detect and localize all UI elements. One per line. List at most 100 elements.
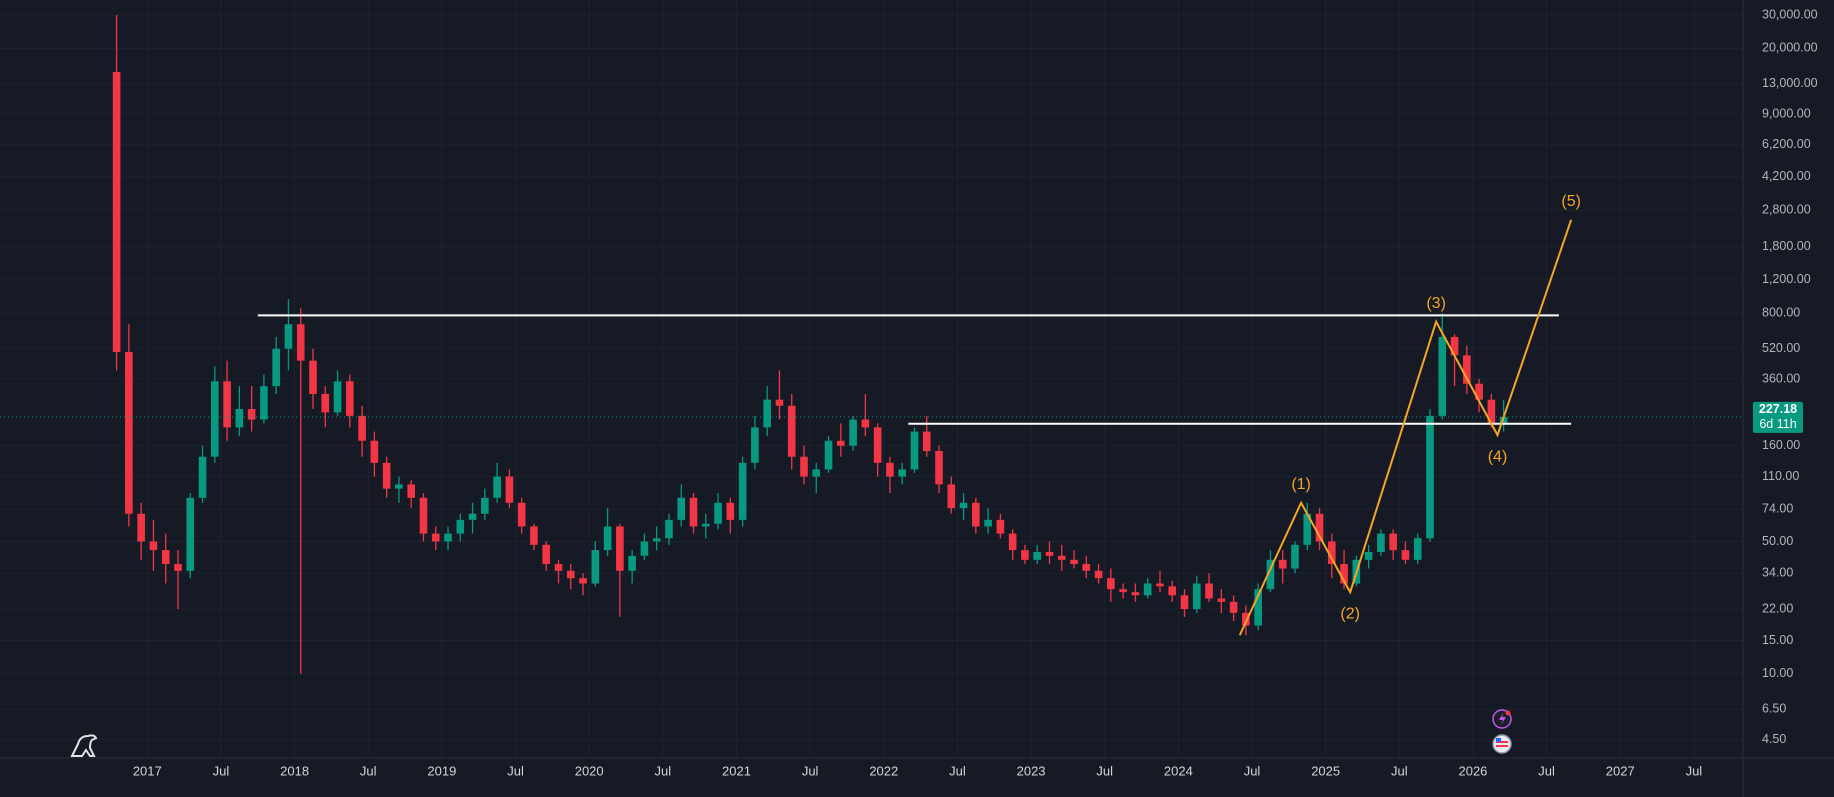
- candle-body: [972, 502, 980, 527]
- candle-body: [1327, 541, 1336, 565]
- candle-body: [174, 564, 182, 571]
- candle-body: [530, 526, 538, 545]
- candle-body: [321, 394, 330, 413]
- candle-body: [837, 440, 845, 446]
- logo-icon: [70, 734, 98, 757]
- candle-body: [554, 564, 563, 571]
- y-tick-label: 22.00: [1762, 601, 1793, 615]
- candle-body: [1266, 559, 1275, 590]
- y-tick-label: 360.00: [1762, 371, 1800, 385]
- candle-body: [223, 381, 231, 428]
- x-tick-label: Jul: [1538, 763, 1555, 778]
- x-tick-label: 2024: [1164, 763, 1193, 778]
- candle-body: [493, 476, 501, 498]
- candle-body: [456, 519, 465, 534]
- event-icons: [1492, 709, 1512, 754]
- candle-body: [1450, 336, 1459, 356]
- candles: [0, 15, 1743, 674]
- candle-body: [935, 451, 943, 485]
- x-tick-label: 2018: [280, 763, 309, 778]
- candle-body: [505, 476, 514, 503]
- x-tick-label: Jul: [1244, 763, 1261, 778]
- candle-body: [431, 533, 440, 542]
- candle-body: [628, 555, 636, 571]
- candle-body: [1389, 533, 1397, 551]
- y-tick-label: 160.00: [1762, 438, 1800, 452]
- candle-body: [714, 502, 722, 524]
- y-tick-label: 6,200.00: [1762, 137, 1811, 151]
- candle-body: [370, 440, 379, 463]
- x-tick-label: 2027: [1606, 763, 1635, 778]
- candle-body: [1340, 564, 1348, 584]
- x-tick-label: Jul: [949, 763, 966, 778]
- last-price-label: 227.18: [1759, 402, 1797, 416]
- event-icon[interactable]: [1492, 734, 1512, 754]
- y-tick-label: 4,200.00: [1762, 169, 1811, 183]
- candle-body: [959, 502, 968, 509]
- x-tick-label: 2025: [1311, 763, 1340, 778]
- candle-body: [984, 519, 992, 527]
- candle-body: [444, 533, 452, 542]
- candle-body: [247, 409, 256, 420]
- candle-body: [542, 544, 551, 565]
- wave-line: [1238, 219, 1573, 636]
- candle-body: [1217, 598, 1226, 602]
- candle-body: [1364, 551, 1373, 560]
- candle-body: [112, 72, 121, 352]
- candle-body: [996, 519, 1005, 534]
- candle-body: [1413, 538, 1422, 560]
- candle-body: [726, 502, 735, 520]
- candle-body: [1131, 592, 1140, 596]
- candle-body: [1438, 336, 1447, 416]
- last-price-box: [1753, 401, 1803, 433]
- candle-body: [149, 541, 158, 551]
- candle-body: [1291, 544, 1299, 569]
- y-tick-label: 30,000.00: [1762, 7, 1818, 21]
- candle-body: [1426, 415, 1434, 539]
- candle-body: [603, 526, 612, 551]
- candle-body: [186, 497, 195, 571]
- candle-body: [1487, 399, 1496, 424]
- candle-body: [849, 419, 857, 446]
- logo: [70, 734, 98, 757]
- candle-body: [1070, 559, 1078, 565]
- y-tick-label: 15.00: [1762, 633, 1793, 647]
- candle-body: [763, 399, 771, 428]
- x-tick-label: Jul: [507, 763, 524, 778]
- y-tick-label: 74.00: [1762, 501, 1793, 515]
- y-tick-label: 2,800.00: [1762, 202, 1811, 216]
- candle-body: [211, 381, 219, 457]
- candle-body: [640, 541, 649, 556]
- candle-body: [272, 348, 280, 387]
- candle-body: [333, 381, 342, 413]
- axes: 30,000.00 20,000.00 13,000.00 9,000.00 6,200…: [133, 7, 1818, 778]
- candle-body: [738, 462, 747, 520]
- candle-body: [1315, 513, 1324, 542]
- candle-body: [787, 405, 796, 457]
- candle-body: [1168, 586, 1177, 596]
- candle-body: [1143, 583, 1152, 596]
- y-tick-label: 50.00: [1762, 534, 1793, 548]
- y-tick-label: 800.00: [1762, 306, 1800, 320]
- candle-body: [382, 462, 391, 489]
- candle-body: [1107, 578, 1115, 590]
- candle-body: [125, 351, 133, 514]
- y-tick-label: 1,200.00: [1762, 272, 1811, 286]
- flag-canton: [1496, 738, 1501, 742]
- candle-body: [566, 570, 575, 579]
- x-tick-label: 2020: [575, 763, 604, 778]
- x-tick-label: Jul: [213, 763, 230, 778]
- x-tick-label: 2022: [869, 763, 898, 778]
- y-tick-label: 520.00: [1762, 341, 1800, 355]
- wave-label: (3): [1426, 295, 1446, 312]
- candle-body: [161, 550, 170, 565]
- candle-body: [910, 431, 919, 470]
- y-tick-label: 1,800.00: [1762, 239, 1811, 253]
- candle-body: [1057, 555, 1066, 560]
- x-tick-label: Jul: [1686, 763, 1703, 778]
- candle-body: [1008, 533, 1017, 551]
- candle-body: [260, 386, 268, 420]
- candle-body: [1021, 550, 1029, 560]
